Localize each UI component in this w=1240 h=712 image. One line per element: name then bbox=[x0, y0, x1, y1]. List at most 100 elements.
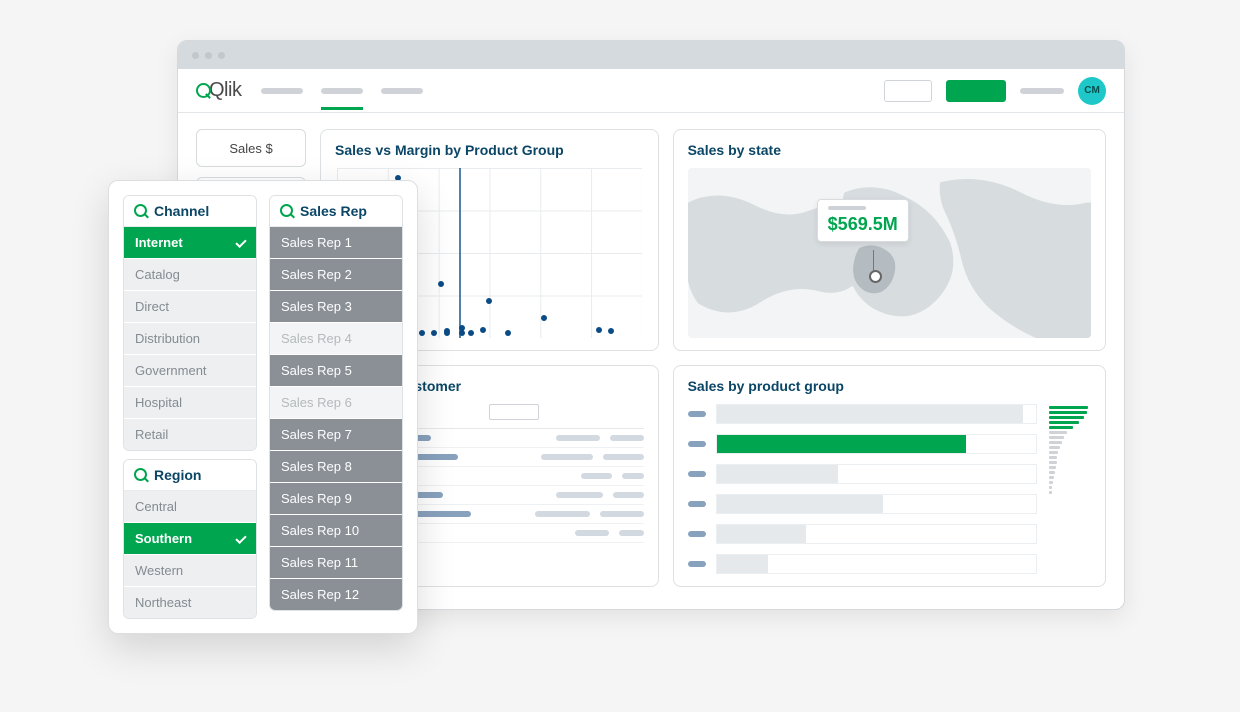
search-icon bbox=[280, 204, 294, 218]
filter-item[interactable]: Internet bbox=[124, 227, 256, 258]
sparkline-bar bbox=[1049, 491, 1052, 494]
table-cell bbox=[489, 524, 643, 543]
callout-value: $569.5M bbox=[828, 214, 898, 235]
filter-header[interactable]: Region bbox=[124, 460, 256, 491]
filter-item[interactable]: Catalog bbox=[124, 258, 256, 290]
sparkline-bar bbox=[1049, 411, 1087, 414]
search-input[interactable] bbox=[884, 80, 932, 102]
bar-track bbox=[716, 434, 1037, 454]
filter-item[interactable]: Sales Rep 6 bbox=[270, 386, 402, 418]
scatter-point bbox=[444, 330, 450, 336]
panel-title: Sales by state bbox=[688, 142, 1091, 158]
topbar-tab[interactable] bbox=[381, 88, 423, 94]
data-bar bbox=[603, 454, 643, 460]
filter-item[interactable]: Sales Rep 3 bbox=[270, 290, 402, 322]
sparkline-mini bbox=[1049, 404, 1091, 574]
window-chrome bbox=[178, 41, 1124, 69]
bar-label-placeholder bbox=[688, 441, 706, 447]
brand-text: Qlik bbox=[209, 79, 241, 101]
topbar-tab[interactable] bbox=[261, 88, 303, 94]
filter-item[interactable]: Sales Rep 11 bbox=[270, 546, 402, 578]
bar-row bbox=[688, 554, 1037, 574]
filter-item[interactable]: Sales Rep 5 bbox=[270, 354, 402, 386]
filter-item[interactable]: Sales Rep 10 bbox=[270, 514, 402, 546]
filter-title: Channel bbox=[154, 203, 209, 219]
bar-label-placeholder bbox=[688, 501, 706, 507]
sparkline-bar bbox=[1049, 421, 1079, 424]
filter-item[interactable]: Distribution bbox=[124, 322, 256, 354]
product-group-chart[interactable] bbox=[688, 404, 1091, 574]
sparkline-bar bbox=[1049, 406, 1088, 409]
scatter-point bbox=[608, 328, 614, 334]
bar-row bbox=[688, 524, 1037, 544]
chrome-dot bbox=[192, 52, 199, 59]
bar-label-placeholder bbox=[688, 411, 706, 417]
filter-title: Sales Rep bbox=[300, 203, 367, 219]
filter-col-left: Channel InternetCatalogDirectDistributio… bbox=[123, 195, 257, 619]
scatter-point bbox=[505, 330, 511, 336]
filter-block-channel: Channel InternetCatalogDirectDistributio… bbox=[123, 195, 257, 451]
map-pointer-icon bbox=[873, 250, 874, 278]
sparkline-bar bbox=[1049, 441, 1062, 444]
check-icon bbox=[235, 532, 246, 543]
user-avatar[interactable]: CM bbox=[1078, 77, 1106, 105]
filter-items: InternetCatalogDirectDistributionGovernm… bbox=[124, 227, 256, 450]
map-callout: $569.5M bbox=[817, 199, 909, 242]
filter-header[interactable]: Sales Rep bbox=[270, 196, 402, 227]
map-svg bbox=[688, 168, 1091, 338]
panel-map: Sales by state $569.5M bbox=[673, 129, 1106, 351]
data-bar bbox=[622, 473, 644, 479]
scatter-point bbox=[431, 330, 437, 336]
filter-items: CentralSouthernWesternNortheast bbox=[124, 491, 256, 618]
chart-axis-vertical bbox=[459, 168, 461, 338]
sparkline-bar bbox=[1049, 481, 1053, 484]
logo-mark-icon bbox=[196, 83, 211, 98]
topbar-tabs bbox=[261, 88, 423, 94]
bar-label-placeholder bbox=[688, 471, 706, 477]
filter-item[interactable]: Sales Rep 2 bbox=[270, 258, 402, 290]
bar-fill bbox=[717, 465, 838, 483]
filter-item[interactable]: Direct bbox=[124, 290, 256, 322]
filter-item[interactable]: Hospital bbox=[124, 386, 256, 418]
sparkline-bar bbox=[1049, 416, 1084, 419]
filter-item[interactable]: Sales Rep 9 bbox=[270, 482, 402, 514]
primary-action-button[interactable] bbox=[946, 80, 1006, 102]
filter-item[interactable]: Southern bbox=[124, 522, 256, 554]
bar-label-placeholder bbox=[688, 561, 706, 567]
menu-icon[interactable] bbox=[1020, 88, 1064, 94]
callout-placeholder-line bbox=[828, 206, 866, 210]
sparkline-bar bbox=[1049, 466, 1056, 469]
filter-item[interactable]: Sales Rep 4 bbox=[270, 322, 402, 354]
data-bar bbox=[535, 511, 591, 517]
bar-track bbox=[716, 524, 1037, 544]
bar-fill bbox=[717, 525, 806, 543]
filter-item[interactable]: Sales Rep 12 bbox=[270, 578, 402, 610]
bar-fill bbox=[717, 405, 1024, 423]
filter-col-right: Sales Rep Sales Rep 1Sales Rep 2Sales Re… bbox=[269, 195, 403, 619]
data-bar bbox=[619, 530, 644, 536]
map-chart[interactable]: $569.5M bbox=[688, 168, 1091, 338]
column-header-box[interactable] bbox=[489, 404, 539, 420]
filter-item[interactable]: Northeast bbox=[124, 586, 256, 618]
filter-item[interactable]: Central bbox=[124, 491, 256, 522]
sparkline-bar bbox=[1049, 431, 1067, 434]
panel-product-group: Sales by product group bbox=[673, 365, 1106, 587]
filter-header[interactable]: Channel bbox=[124, 196, 256, 227]
bar-label-placeholder bbox=[688, 531, 706, 537]
bar-row bbox=[688, 494, 1037, 514]
filter-panel: Channel InternetCatalogDirectDistributio… bbox=[108, 180, 418, 634]
sparkline-bar bbox=[1049, 461, 1057, 464]
sparkline-bar bbox=[1049, 451, 1058, 454]
search-icon bbox=[134, 468, 148, 482]
topbar-tab-active[interactable] bbox=[321, 88, 363, 94]
filter-item[interactable]: Retail bbox=[124, 418, 256, 450]
table-cell bbox=[489, 429, 643, 448]
kpi-sales[interactable]: Sales $ bbox=[196, 129, 306, 167]
filter-item[interactable]: Sales Rep 8 bbox=[270, 450, 402, 482]
filter-item[interactable]: Western bbox=[124, 554, 256, 586]
data-bar bbox=[581, 473, 612, 479]
filter-item[interactable]: Government bbox=[124, 354, 256, 386]
search-icon bbox=[134, 204, 148, 218]
filter-item[interactable]: Sales Rep 1 bbox=[270, 227, 402, 258]
filter-item[interactable]: Sales Rep 7 bbox=[270, 418, 402, 450]
